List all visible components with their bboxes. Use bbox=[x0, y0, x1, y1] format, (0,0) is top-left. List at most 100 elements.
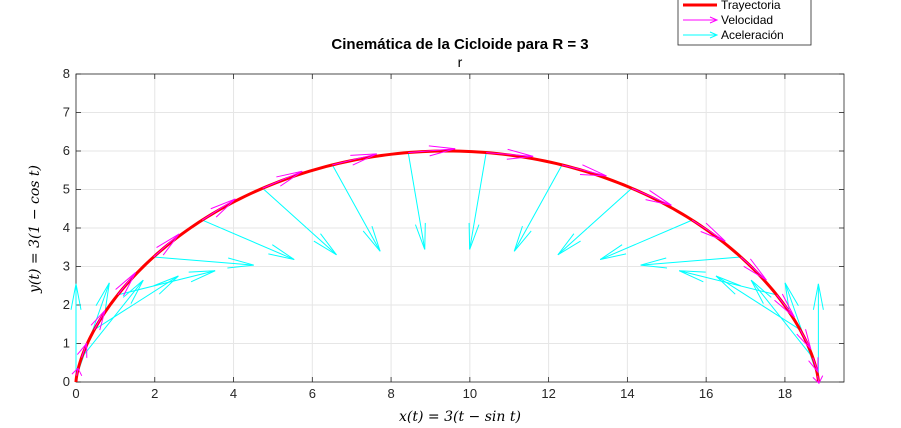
velocity-arrow-shaft bbox=[799, 329, 812, 350]
velocity-arrow-shaft bbox=[812, 357, 819, 373]
acceleration-arrow-head bbox=[513, 225, 532, 252]
acceleration-arrow-shaft bbox=[469, 152, 487, 250]
velocity-arrow-shaft bbox=[408, 148, 456, 154]
acceleration-arrow-shaft bbox=[640, 256, 741, 266]
acceleration-arrow-shaft bbox=[262, 187, 337, 256]
velocity-arrow bbox=[561, 164, 607, 177]
velocity-arrow-head bbox=[210, 198, 236, 218]
acceleration-arrow bbox=[117, 270, 216, 296]
velocity-arrow-shaft bbox=[740, 256, 767, 281]
acceleration-arrow-head bbox=[313, 233, 337, 256]
velocity-arrow-head bbox=[276, 170, 303, 187]
acceleration-arrow-head bbox=[70, 283, 82, 310]
velocity-arrow-head bbox=[156, 233, 180, 256]
acceleration-arrow-head bbox=[227, 257, 254, 269]
acceleration-arrow bbox=[715, 275, 801, 331]
acceleration-arrow-shaft bbox=[715, 275, 801, 331]
acceleration-arrow bbox=[331, 164, 381, 252]
y-tick-label: 4 bbox=[63, 220, 70, 235]
acceleration-arrow-head bbox=[715, 275, 741, 295]
velocity-arrow-shaft bbox=[76, 368, 79, 376]
y-tick-label: 0 bbox=[63, 374, 70, 389]
velocity-arrow-shaft bbox=[81, 343, 88, 358]
acceleration-arrow bbox=[513, 164, 563, 252]
acceleration-arrow bbox=[262, 187, 337, 256]
velocity-vectors bbox=[71, 145, 824, 385]
velocity-arrow-shaft bbox=[93, 310, 106, 330]
velocity-arrow-head bbox=[743, 258, 767, 281]
y-tick-label: 2 bbox=[63, 297, 70, 312]
acceleration-arrow-head bbox=[95, 282, 110, 310]
velocity-arrow-shaft bbox=[153, 233, 180, 258]
acceleration-arrow bbox=[153, 256, 254, 269]
velocity-arrow-head bbox=[428, 145, 456, 157]
acceleration-arrow-head bbox=[812, 283, 824, 310]
velocity-arrow-shaft bbox=[776, 294, 795, 318]
x-axis-label: x(t) = 3(t − sin t) bbox=[399, 409, 521, 425]
acceleration-arrow bbox=[557, 187, 633, 256]
acceleration-arrow-head bbox=[750, 279, 772, 304]
chart-title: Cinemática de la Cicloide para R = 3 bbox=[331, 36, 588, 53]
acceleration-arrow-shaft bbox=[331, 164, 381, 252]
acceleration-arrow bbox=[640, 256, 741, 269]
velocity-arrow-head bbox=[812, 375, 824, 385]
acceleration-arrow-shaft bbox=[202, 219, 295, 260]
velocity-arrow bbox=[812, 375, 824, 385]
velocity-arrow-head bbox=[76, 342, 88, 358]
acceleration-arrow-shaft bbox=[407, 152, 426, 250]
x-tick-label: 4 bbox=[230, 386, 237, 401]
acceleration-arrow bbox=[94, 275, 179, 331]
velocity-arrow-head bbox=[350, 153, 377, 166]
acceleration-arrow-shaft bbox=[94, 275, 179, 331]
x-tick-label: 8 bbox=[387, 386, 394, 401]
acceleration-arrow-shaft bbox=[81, 279, 144, 358]
velocity-arrow-head bbox=[796, 329, 812, 350]
x-tick-label: 2 bbox=[151, 386, 158, 401]
chart-subtitle: r bbox=[458, 54, 463, 70]
acceleration-arrow-shaft bbox=[153, 256, 254, 266]
acceleration-arrow bbox=[599, 219, 693, 261]
velocity-arrow-head bbox=[90, 309, 106, 331]
velocity-arrow bbox=[796, 329, 812, 350]
y-tick-label: 6 bbox=[63, 143, 70, 158]
y-tick-label: 8 bbox=[63, 66, 70, 81]
acceleration-arrow bbox=[468, 152, 487, 250]
velocity-arrow-shaft bbox=[117, 272, 136, 296]
y-tick-label: 1 bbox=[63, 336, 70, 351]
acceleration-arrow-shaft bbox=[599, 219, 693, 261]
velocity-arrow-shaft bbox=[691, 219, 726, 242]
velocity-arrow-shaft bbox=[817, 375, 820, 384]
acceleration-arrow-head bbox=[784, 282, 799, 310]
acceleration-arrow-shaft bbox=[117, 270, 216, 296]
acceleration-arrow bbox=[70, 283, 82, 382]
acceleration-arrow-head bbox=[468, 222, 480, 250]
legend-arrowhead-velocidad bbox=[709, 16, 719, 24]
axes bbox=[75, 73, 845, 383]
acceleration-arrow bbox=[679, 270, 777, 296]
legend-label-aceleracion: Aceleración bbox=[721, 28, 784, 42]
velocity-arrow-head bbox=[774, 293, 795, 318]
acceleration-arrow-shaft bbox=[750, 279, 814, 358]
velocity-arrow-shaft bbox=[561, 164, 607, 177]
velocity-arrow bbox=[332, 153, 377, 166]
acceleration-arrow-head bbox=[679, 270, 706, 283]
y-tick-label: 5 bbox=[63, 182, 70, 197]
x-tick-labels: 0 2 4 6 8 10 12 14 16 18 bbox=[72, 386, 792, 401]
x-tick-label: 6 bbox=[309, 386, 316, 401]
x-tick-label: 10 bbox=[463, 386, 477, 401]
plot-box bbox=[75, 73, 845, 383]
acceleration-arrow-head bbox=[640, 257, 668, 269]
y-axis-label: y(t) = 3(1 − cos t) bbox=[27, 165, 43, 294]
acceleration-arrow-head bbox=[268, 244, 295, 261]
acceleration-arrow-head bbox=[362, 225, 381, 252]
x-tick-label: 0 bbox=[72, 386, 79, 401]
velocity-arrow bbox=[153, 233, 180, 258]
velocity-arrow bbox=[808, 357, 819, 374]
velocity-arrow bbox=[71, 367, 83, 377]
velocity-arrow bbox=[408, 145, 456, 157]
y-tick-label: 3 bbox=[63, 259, 70, 274]
velocity-arrow-head bbox=[506, 148, 534, 160]
velocity-arrow-shaft bbox=[201, 198, 236, 221]
velocity-arrow-head bbox=[579, 164, 607, 177]
